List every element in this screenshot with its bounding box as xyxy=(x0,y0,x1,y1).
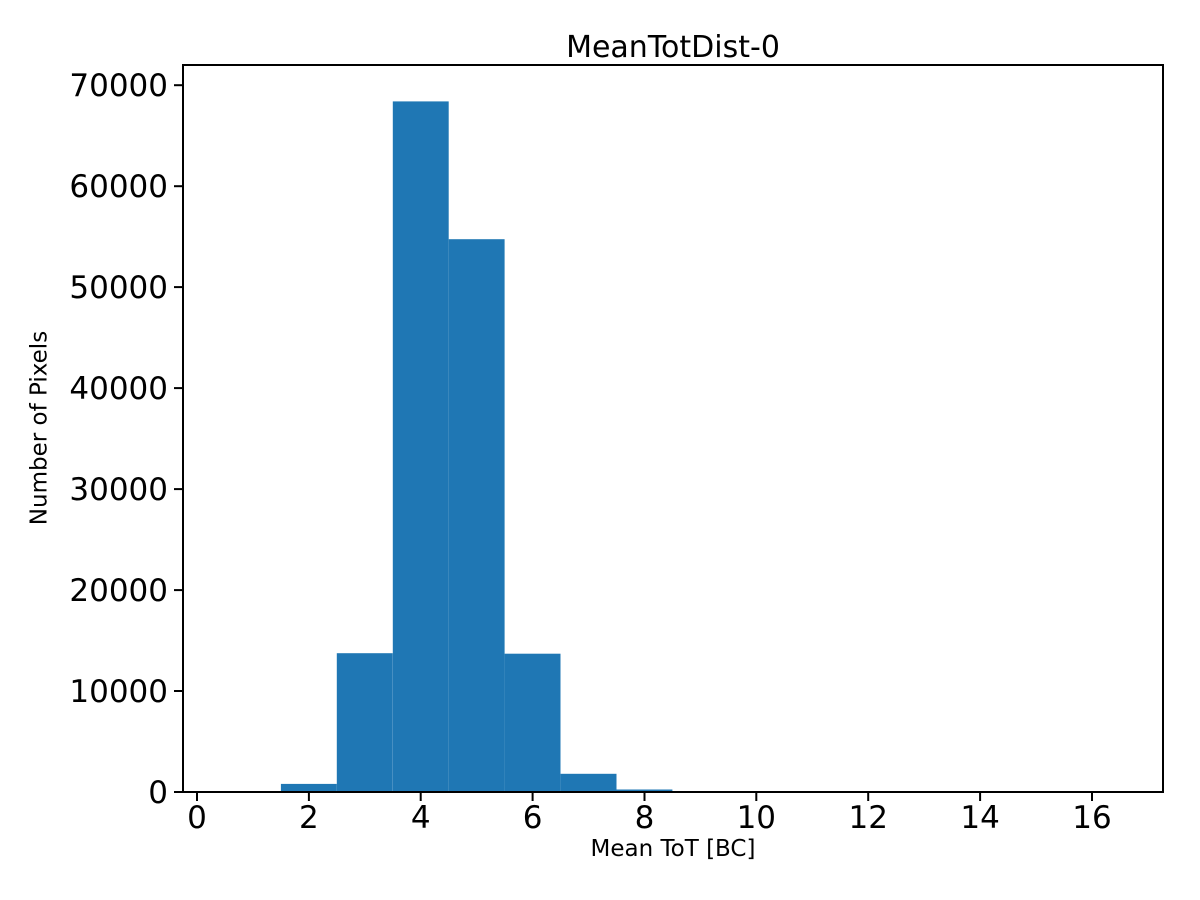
y-tick-label: 20000 xyxy=(69,573,168,609)
y-tick-label: 10000 xyxy=(69,674,168,710)
x-tick-label: 4 xyxy=(411,800,431,836)
x-tick-label: 8 xyxy=(635,800,655,836)
histogram-bar xyxy=(616,789,673,792)
y-tick-label: 0 xyxy=(148,775,168,811)
y-axis-label: Number of Pixels xyxy=(26,330,53,526)
y-tick-label: 70000 xyxy=(69,68,168,104)
x-tick-label: 10 xyxy=(737,800,776,836)
histogram-bar xyxy=(504,653,561,792)
histogram-bar xyxy=(560,773,617,792)
y-tick-label: 60000 xyxy=(69,169,168,205)
histogram-bar xyxy=(336,653,393,792)
histogram-bar xyxy=(280,783,337,792)
chart-title: MeanTotDist-0 xyxy=(566,30,780,65)
x-tick-label: 14 xyxy=(960,800,999,836)
x-tick-label: 12 xyxy=(848,800,887,836)
histogram-bar xyxy=(392,101,449,792)
x-axis-label: Mean ToT [BC] xyxy=(590,836,756,862)
x-tick-label: 6 xyxy=(523,800,543,836)
y-tick-label: 40000 xyxy=(69,371,168,407)
y-tick-label: 50000 xyxy=(69,270,168,306)
x-tick-label: 0 xyxy=(187,800,207,836)
plot-spines xyxy=(182,64,1164,793)
y-tick-label: 30000 xyxy=(69,472,168,508)
histogram-bar xyxy=(448,239,505,792)
x-tick-label: 16 xyxy=(1072,800,1111,836)
x-tick-label: 2 xyxy=(299,800,319,836)
